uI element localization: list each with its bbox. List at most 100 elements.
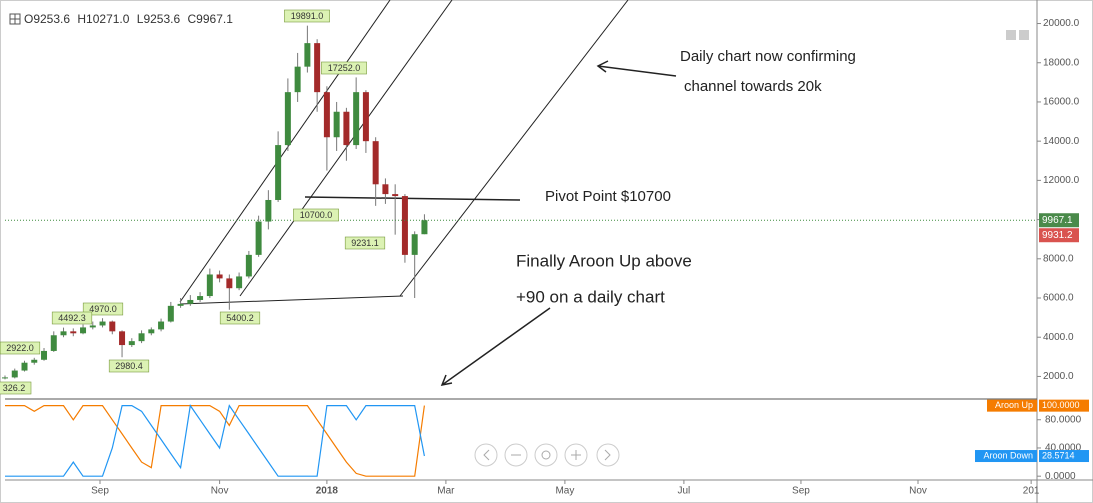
candle-body [411,234,418,255]
x-tick-label: 201 [1023,486,1040,497]
scroll-left-button[interactable] [474,443,498,467]
ohlc-high: H10271.0 [77,12,129,26]
price-label: 19891.0 [291,11,324,21]
candle-body [343,111,350,146]
candle-body [80,327,87,334]
x-tick-label: Mar [437,486,455,497]
annotation: Finally Aroon Up above [516,251,692,270]
y-tick-label: 2000.0 [1043,371,1074,382]
channel-base [179,295,404,305]
candle-body [314,43,321,93]
legend-name: Aroon Down [983,450,1033,460]
candle-body [11,370,18,378]
value-tag-bg [1039,450,1089,463]
zoom-controls [474,443,620,467]
candle-body [197,296,204,300]
legend-bg [987,399,1037,412]
annotation: Pivot Point $10700 [545,188,671,205]
arrow-head [596,60,609,73]
price-label: 2922.0 [6,343,34,353]
legend-name: Aroon Up [995,400,1033,410]
channel-line [179,0,391,303]
price-label-bg [219,311,261,325]
candle-body [99,321,106,326]
price-label-bg [82,302,124,316]
candle-body [128,341,135,346]
scroll-right-button[interactable] [596,443,620,467]
candle-body [89,325,96,328]
candle-body [226,278,233,289]
annotation: Daily chart now confirming [680,48,856,65]
candle-body [362,92,369,142]
candle-body [2,377,8,379]
icon [541,450,551,460]
price-label-bg [293,208,339,222]
y-tick-label: 8000.0 [1043,253,1074,264]
candle-body [60,331,67,336]
candle-body [236,276,243,289]
ohlc-close: C9967.1 [188,12,234,26]
price-label-bg [108,359,150,373]
ohlc-header: O9253.6 H10271.0 L9253.6 C9967.1 [24,12,233,26]
reset-button[interactable] [534,443,558,467]
price-label: 5400.2 [226,313,254,323]
candle-body [158,321,165,330]
candle-body [138,333,145,342]
annotation: +90 on a daily chart [516,287,665,306]
y-tick-label: 18000.0 [1043,57,1080,68]
y-tick-label: 4000.0 [1043,332,1074,343]
value-tag-bg [1039,399,1089,412]
legend-bg [975,450,1037,463]
x-tick-label: May [555,486,574,497]
x-tick-label: Jul [677,486,690,497]
candle-body [372,141,379,185]
candle-body [148,329,155,334]
candle-body [119,331,126,346]
price-label-bg [344,236,386,250]
price-label-bg [284,9,330,23]
candle-body [41,350,48,360]
candle-body [265,199,272,222]
price-tag: 9931.2 [1042,230,1073,241]
pane-button[interactable] [1019,30,1029,40]
candle-body [284,92,291,146]
candle-body [275,145,282,200]
candle-body [255,221,262,255]
y-tick-label: 20000.0 [1043,18,1080,29]
price-label: 4492.3 [58,313,86,323]
candle-body [323,92,330,138]
candle-body [294,66,301,93]
icon [604,449,611,461]
arrow [441,307,551,386]
price-label: 10700.0 [300,210,333,220]
candle-body [333,111,340,138]
x-tick-label: Nov [909,486,927,497]
value-tag: 28.5714 [1042,450,1075,460]
drawings [179,0,677,387]
y-tick-label: 0.0000 [1045,471,1076,482]
price-tag-bg [1039,213,1079,228]
candle-body [245,254,252,277]
value-tag: 100.0000 [1042,400,1080,410]
y-tick-label: 16000.0 [1043,97,1080,108]
y-tick-label: 6000.0 [1043,293,1074,304]
ohlc-open: O9253.6 [24,12,70,26]
price-label: 17252.0 [328,63,361,73]
candle-body [177,303,184,306]
arrow [597,65,677,77]
candle-body [70,331,77,334]
annotation: channel towards 20k [684,78,822,95]
price-tag: 9967.1 [1042,215,1073,226]
candle-body [401,196,408,255]
aroon-line [5,405,425,477]
pane-button[interactable] [1006,30,1016,40]
x-tick-label: 2018 [316,486,339,497]
channel-line [399,0,629,297]
price-label-bg [0,341,41,355]
candle-body [109,321,116,332]
y-tick-label: 14000.0 [1043,136,1080,147]
candle-body [304,43,311,67]
aroon-line [5,404,425,477]
